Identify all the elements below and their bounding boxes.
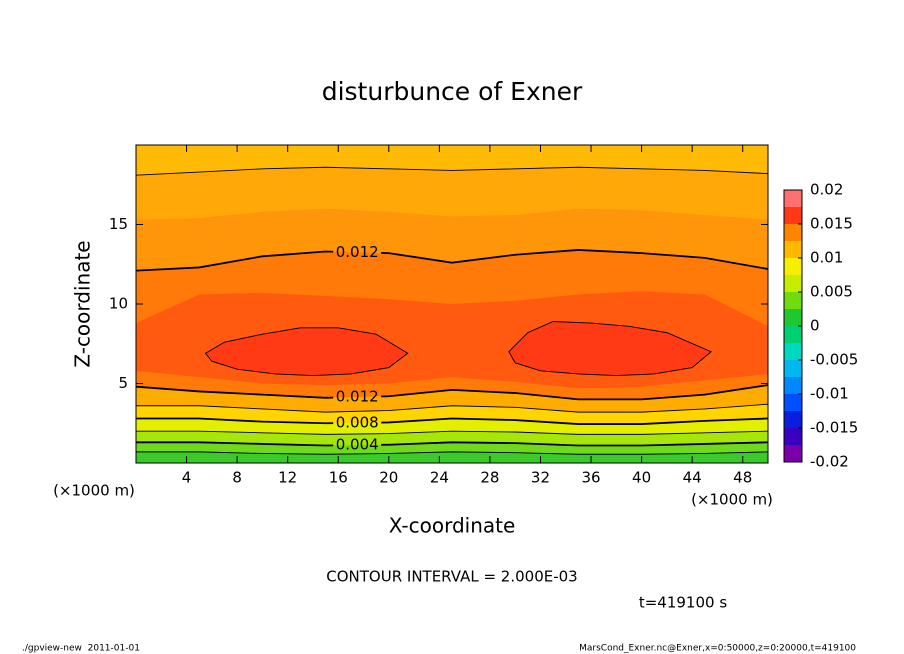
contour-label: 0.012 bbox=[336, 243, 379, 261]
colorbar-tick-label: -0.015 bbox=[810, 419, 858, 437]
contour-fill bbox=[508, 321, 712, 376]
x-tick-label: 20 bbox=[379, 469, 398, 487]
contour-line bbox=[136, 384, 768, 401]
colorbar-band bbox=[784, 224, 802, 241]
colorbar-band bbox=[784, 394, 802, 411]
colorbar-band bbox=[784, 292, 802, 309]
colorbar-tick-label: 0.015 bbox=[810, 215, 853, 233]
x-tick-label: 48 bbox=[733, 469, 752, 487]
contour-line bbox=[136, 403, 768, 413]
x-tick-label: 12 bbox=[278, 469, 297, 487]
chart-title: disturbunce of Exner bbox=[322, 77, 583, 106]
colorbar-band bbox=[784, 411, 802, 428]
colorbar-band bbox=[784, 360, 802, 377]
colorbar-band bbox=[784, 190, 802, 207]
colorbar-tick-label: 0 bbox=[810, 317, 820, 335]
y-tick-label: 15 bbox=[109, 215, 128, 233]
footer-left: ./gpview-new 2011-01-01 bbox=[22, 644, 140, 654]
contour-line bbox=[136, 430, 768, 435]
contour-label: 0.004 bbox=[336, 436, 379, 454]
colorbar-band bbox=[784, 377, 802, 394]
x-tick-label: 16 bbox=[329, 469, 348, 487]
x-tick-label: 4 bbox=[182, 469, 192, 487]
contour-line bbox=[136, 451, 768, 455]
x-tick-label: 36 bbox=[581, 469, 600, 487]
contour-line bbox=[136, 166, 768, 176]
x-tick-label: 44 bbox=[683, 469, 702, 487]
colorbar-band bbox=[784, 343, 802, 360]
contour-label: 0.008 bbox=[336, 413, 379, 431]
contour-line bbox=[136, 441, 768, 447]
contour-lines bbox=[136, 166, 768, 455]
x-tick-label: 28 bbox=[480, 469, 499, 487]
colorbar-band bbox=[784, 258, 802, 275]
y-tick-label: 5 bbox=[118, 374, 128, 392]
x-axis-title: X-coordinate bbox=[389, 514, 516, 538]
contour-line bbox=[204, 327, 409, 377]
y-tick-label: 10 bbox=[109, 295, 128, 313]
contour-line bbox=[508, 321, 712, 377]
contour-line bbox=[136, 249, 768, 272]
colorbar-tick-label: 0.02 bbox=[810, 181, 843, 199]
contour-interval: CONTOUR INTERVAL = 2.000E-03 bbox=[326, 568, 577, 586]
contour-line bbox=[136, 417, 768, 425]
x-axis-unit: (×1000 m) bbox=[691, 491, 773, 509]
contour-label: 0.012 bbox=[336, 388, 379, 406]
x-tick-label: 32 bbox=[531, 469, 550, 487]
colorbar-band bbox=[784, 428, 802, 445]
colorbar-tick-label: -0.01 bbox=[810, 385, 849, 403]
y-axis-title: Z-coordinate bbox=[71, 240, 95, 367]
contour-fill bbox=[205, 327, 408, 376]
colorbar-band bbox=[784, 445, 802, 462]
x-tick-label: 8 bbox=[232, 469, 242, 487]
colorbar-tick-label: -0.02 bbox=[810, 453, 849, 471]
colorbar-band bbox=[784, 241, 802, 258]
time-label: t=419100 s bbox=[639, 594, 727, 612]
colorbar-tick-label: 0.01 bbox=[810, 249, 843, 267]
footer-right: MarsCond_Exner.nc@Exner,x=0:50000,z=0:20… bbox=[579, 644, 856, 654]
colorbar-band bbox=[784, 207, 802, 224]
colorbar-band bbox=[784, 309, 802, 326]
colorbar-tick-label: 0.005 bbox=[810, 283, 853, 301]
colorbar-band bbox=[784, 326, 802, 343]
plot-area: 0.004 0.008 0.012 0.012 bbox=[136, 145, 768, 463]
y-axis-unit: (×1000 m) bbox=[53, 482, 135, 500]
colorbar-tick-label: -0.005 bbox=[810, 351, 858, 369]
colorbar-band bbox=[784, 275, 802, 292]
x-tick-label: 24 bbox=[430, 469, 449, 487]
x-tick-label: 40 bbox=[632, 469, 651, 487]
